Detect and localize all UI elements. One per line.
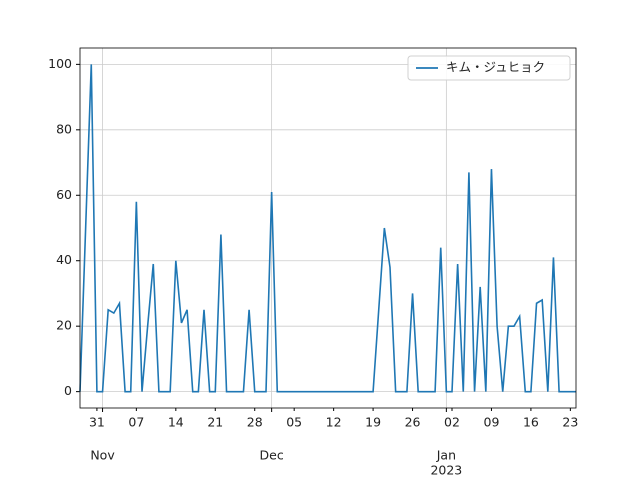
axes-frame [79,47,577,409]
x-tick-label: 14 [168,415,184,430]
legend-label: キム・ジュヒョク [446,60,545,75]
x-tick-label: 02 [444,415,460,430]
x-major-label: Jan [436,448,456,463]
x-tick-label: 16 [523,415,539,430]
x-tick-label: 09 [484,415,500,430]
y-tick-label: 100 [48,56,72,71]
x-tick-label: 23 [562,415,578,430]
x-major-label: Dec [260,448,284,463]
y-tick-label: 80 [56,121,72,136]
x-major-label: Nov [90,448,115,463]
y-tick-label: 60 [56,187,72,202]
y-tick-label: 0 [64,383,72,398]
x-tick-label: 12 [326,415,342,430]
y-tick-label: 20 [56,318,72,333]
x-tick-label: 19 [365,415,381,430]
legend-box [407,55,571,81]
x-tick-label: 07 [128,415,144,430]
x-tick-label: 05 [286,415,302,430]
x-tick-label: 26 [405,415,421,430]
x-tick-label: 31 [89,415,105,430]
legend: キム・ジュヒョク [407,55,571,81]
x-tick-label: 28 [247,415,263,430]
x-tick-label: 21 [207,415,223,430]
data-line [79,64,576,393]
y-tick-label: 40 [56,252,72,267]
x-year-label: 2023 [430,463,462,478]
